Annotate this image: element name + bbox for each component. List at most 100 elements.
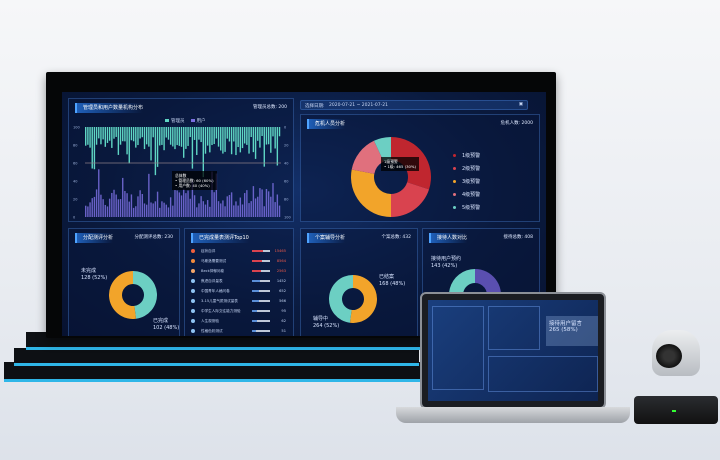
admin-bar: [108, 127, 111, 141]
admin-bar: [222, 127, 224, 154]
user-bar: [150, 202, 152, 217]
admin-bar: [261, 127, 263, 137]
user-bar: [91, 198, 93, 217]
admin-bar: [124, 127, 126, 142]
list-item[interactable]: 中国青年人格问卷 652: [191, 287, 286, 295]
legend-item: 3级预警: [453, 175, 480, 188]
user-bar: [237, 205, 239, 217]
scale-count: 62: [281, 319, 286, 323]
admin-bar: [139, 127, 141, 139]
donut-slice: [133, 271, 157, 319]
user-bar: [115, 194, 117, 217]
date-filter[interactable]: 选择日期: 2020-07-21 ~ 2021-07-21 ▣: [300, 100, 528, 110]
legend-label: 2级预警: [462, 166, 481, 172]
user-bar: [235, 201, 237, 217]
user-bar: [204, 204, 207, 217]
list-item[interactable]: 性格色彩测试 51: [191, 327, 286, 335]
list-item[interactable]: 人生观测验 62: [191, 317, 286, 325]
admin-bar: [174, 127, 176, 150]
admin-bar: [278, 127, 281, 137]
rank-dot-icon: [191, 309, 195, 313]
user-bar: [98, 169, 100, 217]
value-bar: [252, 270, 270, 272]
admin-bar: [115, 127, 117, 137]
admin-bar: [148, 127, 150, 147]
user-bar: [200, 196, 202, 217]
laptop-base: [396, 407, 630, 423]
user-bar: [102, 199, 104, 217]
user-bar: [220, 203, 222, 217]
user-bar: [165, 204, 167, 217]
legend-item: 1级预警: [453, 149, 480, 162]
admin-bar: [143, 127, 146, 150]
assign-donut-chart: [109, 271, 157, 319]
user-bar: [198, 203, 200, 217]
label-finished: 已完成: [153, 318, 169, 324]
camera-base: [634, 396, 718, 424]
admin-bar: [211, 127, 213, 146]
scale-count: 566: [279, 299, 286, 303]
laptop: 接待用户留言 265 (58%): [420, 292, 606, 409]
admin-bar: [178, 127, 181, 146]
value-bar: [252, 250, 270, 252]
y-tick-left: 60: [73, 162, 77, 166]
case-total: 个案总数: 432: [381, 235, 411, 240]
rank-dot-icon: [191, 249, 195, 253]
panel-title: 危机人员分析: [307, 119, 346, 129]
rank-dot-icon: [191, 259, 195, 263]
admin-bar: [235, 127, 237, 156]
laptop-screen: 接待用户留言 265 (58%): [428, 300, 598, 401]
list-item[interactable]: 症状自评 15465: [191, 247, 286, 255]
stage-base-middle: [14, 348, 419, 366]
y-tick-left: 80: [73, 144, 77, 148]
admin-bar: [85, 127, 87, 146]
value-in-progress: 264 (52%): [313, 323, 340, 329]
y-tick-right: 40: [284, 162, 288, 166]
user-bar: [209, 206, 211, 217]
admin-bar: [204, 127, 207, 154]
list-item[interactable]: 3-15儿童气质测试量表 566: [191, 297, 286, 305]
label-in-progress: 辅导中: [313, 316, 329, 322]
panel-title: 接待人数对比: [429, 233, 468, 243]
user-bar: [215, 173, 218, 217]
admin-bar: [220, 127, 222, 151]
crisis-legend: 1级预警 2级预警 3级预警 4级预警 5级预警: [453, 149, 480, 214]
user-bar: [113, 189, 115, 217]
legend-dot-icon: [453, 167, 456, 170]
user-bar: [108, 198, 111, 217]
donut-slice: [373, 137, 391, 162]
list-item[interactable]: Beck抑郁问卷 2563: [191, 267, 286, 275]
admin-bar: [191, 127, 194, 169]
admin-bar: [102, 127, 104, 140]
user-bar: [213, 192, 215, 217]
user-bar: [124, 191, 126, 217]
legend-label: 3级预警: [462, 179, 481, 185]
admin-bar: [91, 127, 93, 169]
date-range-input[interactable]: 2020-07-21 ~ 2021-07-21: [329, 103, 388, 108]
admin-bar: [254, 127, 257, 159]
user-bar: [104, 204, 106, 217]
list-item[interactable]: 马斯洛需要测试 8564: [191, 257, 286, 265]
scale-count: 15465: [274, 249, 286, 253]
y-tick-right: 100: [284, 216, 291, 220]
user-bar: [226, 196, 228, 217]
y-tick-left: 20: [73, 198, 77, 202]
admin-bar: [206, 127, 209, 146]
list-item[interactable]: 焦虑自评量表 1452: [191, 277, 286, 285]
admin-bar: [154, 127, 157, 176]
scale-name: 性格色彩测试: [201, 328, 223, 333]
value-closed: 168 (48%): [379, 281, 406, 287]
list-item[interactable]: 中学生人际交往能力测验 95: [191, 307, 286, 315]
user-bar: [122, 177, 124, 217]
admin-bar: [224, 127, 226, 152]
user-bar: [159, 207, 161, 217]
admin-bar: [250, 127, 252, 138]
admin-bar: [132, 127, 135, 142]
panel-title: 个案辅导分析: [307, 233, 346, 243]
y-tick-right: 60: [284, 180, 288, 184]
admin-bar: [198, 127, 200, 140]
value-appointment: 143 (42%): [431, 263, 458, 269]
admin-bar: [152, 127, 154, 138]
calendar-icon[interactable]: ▣: [518, 102, 523, 107]
admin-bar: [200, 127, 202, 143]
